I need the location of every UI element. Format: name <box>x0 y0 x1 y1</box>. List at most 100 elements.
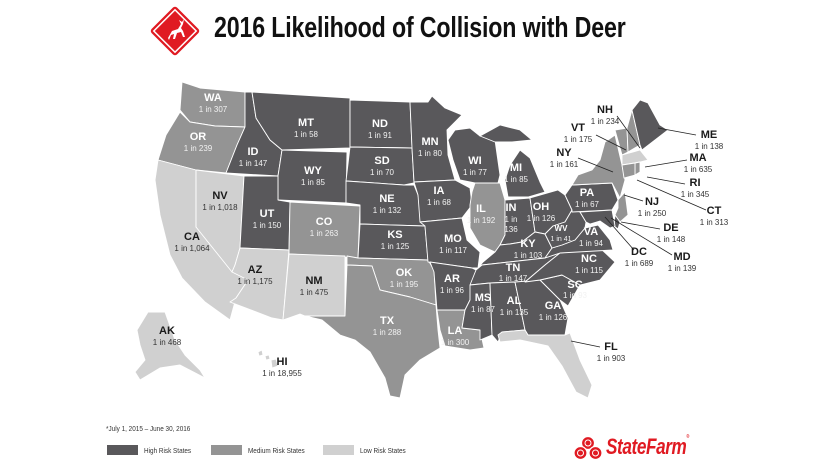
state-tx <box>304 264 441 399</box>
state-value-label: 1 in 67 <box>575 200 600 209</box>
state-abbr-label: OK <box>396 267 413 279</box>
leader-line-md <box>610 217 673 256</box>
state-abbr-label: MA <box>689 152 706 164</box>
leader-line-dc <box>604 216 635 251</box>
leader-line-nh <box>616 115 641 149</box>
state-abbr-label: MO <box>444 233 462 245</box>
state-abbr-label: WY <box>304 165 322 177</box>
state-hi <box>257 349 264 357</box>
state-abbr-label: ND <box>372 118 388 130</box>
state-abbr-label: IN <box>506 202 517 214</box>
state-mi <box>479 124 533 143</box>
state-farm-logo: StateFarm® <box>570 434 720 461</box>
state-value-label: 1 in 138 <box>695 142 724 151</box>
state-value-label: 1 in 345 <box>681 190 710 199</box>
state-ri <box>634 161 641 176</box>
state-abbr-label: MN <box>421 136 438 148</box>
state-value-label: 1 in 689 <box>625 259 654 268</box>
leader-lines <box>570 115 707 348</box>
state-value-label: 1 in 80 <box>418 149 443 158</box>
state-abbr-label: UT <box>260 208 275 220</box>
state-abbr-label: AZ <box>248 264 263 276</box>
state-abbr-label: MT <box>298 117 314 129</box>
state-value-label: 1 in 58 <box>294 130 319 139</box>
state-value-label: 1 in 250 <box>638 209 667 218</box>
state-value-label: 136 <box>504 225 518 234</box>
state-me <box>631 99 669 151</box>
state-value-label: 1 in 1,018 <box>202 203 238 212</box>
state-abbr-label: NM <box>305 275 322 287</box>
state-abbr-label: NC <box>581 253 597 265</box>
leader-line-vt <box>595 134 627 151</box>
state-abbr-label: IL <box>476 203 486 215</box>
legend-swatch-high <box>107 445 138 455</box>
state-value-label: 1 in 117 <box>439 246 467 255</box>
state-ak <box>134 311 206 381</box>
state-abbr-label: SC <box>567 279 582 291</box>
state-abbr-label: PA <box>580 187 595 199</box>
state-farm-wordmark: StateFarm® <box>606 434 689 459</box>
state-value-label: 1 in 70 <box>370 168 395 177</box>
state-abbr-label: KS <box>387 229 402 241</box>
state-abbr-label: OR <box>190 131 207 143</box>
state-abbr-label: SD <box>374 155 389 167</box>
state-abbr-label: LA <box>448 325 463 337</box>
state-value-label: 1 in 93 <box>563 291 588 300</box>
state-value-label: 1 in 300 <box>441 338 470 347</box>
state-abbr-label: NH <box>597 104 613 116</box>
state-nm <box>282 253 346 321</box>
state-value-label: 1 in 87 <box>471 305 496 314</box>
state-abbr-label: NE <box>379 193 394 205</box>
state-abbr-label: WI <box>468 155 481 167</box>
state-value-label: 1 in 103 <box>514 251 543 260</box>
state-abbr-label: HI <box>277 356 288 368</box>
state-fl <box>497 329 593 399</box>
state-value-label: 1 in 18,955 <box>262 369 302 378</box>
page-title: 2016 Likelihood of Collision with Deer <box>214 12 626 44</box>
state-value-label: 1 in 234 <box>591 117 620 126</box>
state-value-label: 1 in 148 <box>657 235 686 244</box>
state-value-label: 1 in 192 <box>467 216 496 225</box>
header: 2016 Likelihood of Collision with Deer <box>0 0 820 62</box>
leader-line-ri <box>646 176 686 185</box>
state-value-label: 1 in 139 <box>668 264 697 273</box>
state-abbr-label: MS <box>475 292 492 304</box>
state-abbr-label: DE <box>663 222 678 234</box>
state-hi <box>264 354 271 361</box>
state-abbr-label: AK <box>159 325 175 337</box>
state-value-label: 1 in 77 <box>463 168 488 177</box>
state-value-label: 1 in 150 <box>253 221 282 230</box>
state-value-label: 1 in 68 <box>427 198 452 207</box>
leader-line-ma <box>644 159 688 168</box>
state-abbr-label: AR <box>444 273 460 285</box>
state-hi <box>270 358 279 369</box>
leader-line-me <box>657 127 697 136</box>
legend-swatch-medium <box>211 445 242 455</box>
legend-swatch-low <box>323 445 354 455</box>
state-value-label: 1 in 175 <box>564 135 593 144</box>
legend-item-high: High Risk States <box>107 445 199 455</box>
state-value-label: 1 in 147 <box>239 159 268 168</box>
state-value-label: 1 in 903 <box>597 354 626 363</box>
state-value-label: 1 in 41 <box>550 236 571 243</box>
state-abbr-label: DC <box>631 246 647 258</box>
state-value-label: 1 in <box>505 215 518 224</box>
state-value-label: 1 in 96 <box>440 286 465 295</box>
state-abbr-label: GA <box>545 300 562 312</box>
state-value-label: 1 in 468 <box>153 338 182 347</box>
state-value-label: 1 in 263 <box>310 229 339 238</box>
state-value-label: 1 in 147 <box>499 274 528 283</box>
state-value-label: 1 in 135 <box>500 308 529 317</box>
state-abbr-label: VT <box>571 122 585 134</box>
state-value-label: 1 in 132 <box>373 206 402 215</box>
state-abbr-label: CO <box>316 216 333 228</box>
states-layer <box>134 81 669 399</box>
state-abbr-label: CT <box>707 205 722 217</box>
state-abbr-label: NY <box>556 147 572 159</box>
state-md <box>579 209 616 229</box>
footnote: *July 1, 2015 – June 30, 2016 <box>106 424 191 433</box>
state-abbr-label: MD <box>673 251 690 263</box>
legend-label: Low Risk States <box>360 445 406 455</box>
